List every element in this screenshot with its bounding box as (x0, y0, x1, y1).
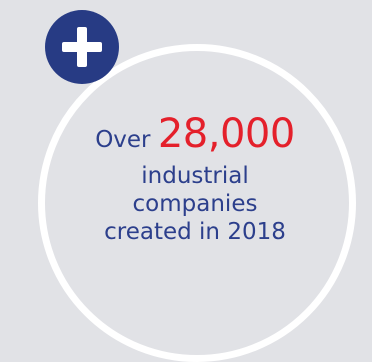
stat-headline: Over 28,000 (60, 112, 330, 162)
stat-line-created: created in 2018 (104, 219, 286, 245)
plus-badge (45, 10, 119, 84)
stat-line-industrial: industrial (141, 163, 249, 189)
stat-line-companies: companies (132, 191, 258, 217)
stat-number: 28,000 (157, 111, 295, 157)
stat-prefix: Over (95, 127, 151, 153)
stat-text: Over 28,000 industrial companies created… (60, 112, 330, 246)
